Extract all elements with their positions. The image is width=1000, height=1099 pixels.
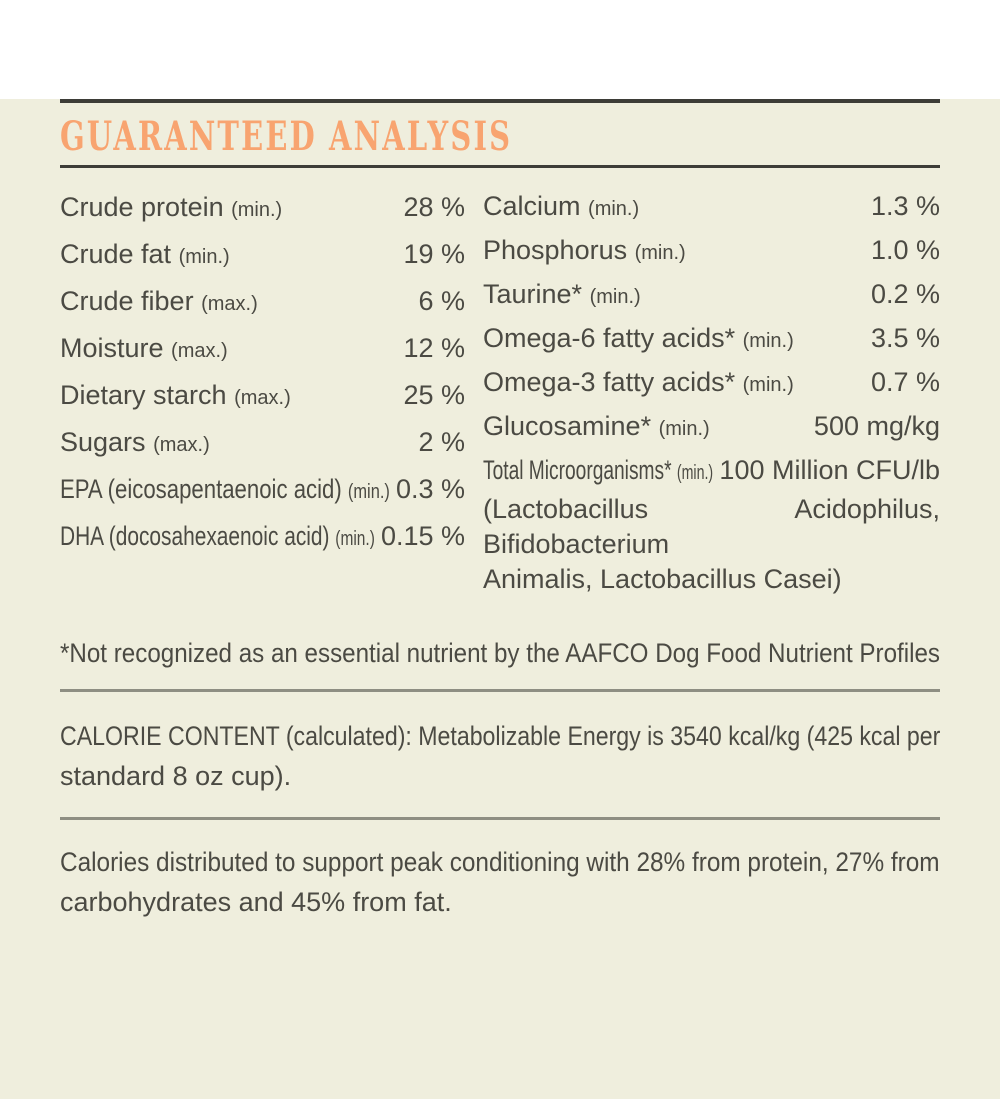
nutrient-label: EPA (eicosapentaenoic acid) (min.) <box>60 474 390 505</box>
analysis-column-right: Calcium (min.) 1.3 % Phosphorus (min.) 1.0 … <box>483 184 940 597</box>
calorie-distribution: Calories distributed to support peak con… <box>60 842 940 922</box>
nutrient-qualifier: (min.) <box>634 241 686 264</box>
analysis-row: Phosphorus (min.) 1.0 % <box>483 228 940 272</box>
calorie-distribution-text: Calories distributed to support peak con… <box>60 847 940 877</box>
nutrient-label-text: Glucosamine* (min.) <box>483 410 710 441</box>
analysis-row: Moisture (max.) 12 % <box>60 325 465 372</box>
nutrient-value: 100 Million CFU/lb <box>719 454 940 485</box>
calorie-content: CALORIE CONTENT (calculated): Metaboliza… <box>60 716 940 796</box>
divider-above-calorie-distribution <box>60 817 940 820</box>
nutrient-label: Moisture (max.) <box>60 333 397 364</box>
nutrient-label-text: Total Microorganisms* (min.) <box>483 454 714 485</box>
nutrient-qualifier: (max.) <box>153 434 210 456</box>
nutrient-value: 12 % <box>403 333 465 363</box>
calorie-distribution-text: carbohydrates and 45% from fat. <box>60 887 452 917</box>
calorie-content-text: CALORIE CONTENT (calculated): Metaboliza… <box>60 721 941 751</box>
nutrient-label-text: Phosphorus (min.) <box>483 234 686 265</box>
nutrient-label-text: Crude fiber (max.) <box>60 286 258 316</box>
nutrient-label: Crude fiber (max.) <box>60 286 412 317</box>
analysis-column-left: Crude protein (min.) 28 % Crude fat (min.)… <box>60 184 465 597</box>
analysis-row: Glucosamine* (min.) 500 mg/kg <box>483 404 940 448</box>
nutrient-qualifier: (max.) <box>201 293 258 315</box>
calorie-distribution-line: Calories distributed to support peak con… <box>60 842 940 882</box>
calorie-distribution-line: carbohydrates and 45% from fat. <box>60 882 940 922</box>
analysis-row: Total Microorganisms* (min.) 100 Million … <box>483 448 940 492</box>
analysis-row: Dietary starch (max.) 25 % <box>60 372 465 419</box>
analysis-row: Calcium (min.) 1.3 % <box>483 184 940 228</box>
nutrient-label-text: Crude fat (min.) <box>60 239 230 269</box>
nutrient-value: 1.0 % <box>870 234 940 265</box>
nutrient-qualifier: (min.) <box>588 197 640 220</box>
section-title: GUARANTEED ANALYSIS <box>60 113 513 160</box>
nutrient-qualifier: (max.) <box>171 340 228 362</box>
divider-top <box>60 99 940 103</box>
nutrient-label-text: EPA (eicosapentaenoic acid) (min.) <box>60 474 390 504</box>
calorie-content-line: CALORIE CONTENT (calculated): Metaboliza… <box>60 716 940 756</box>
nutrient-label-text: Taurine* (min.) <box>483 278 641 309</box>
nutrient-value: 0.3 % <box>395 474 465 504</box>
nutrient-label: Taurine* (min.) <box>483 279 865 310</box>
divider-under-title <box>60 165 940 168</box>
nutrient-label: Omega-3 fatty acids* (min.) <box>483 367 865 398</box>
analysis-row: Omega-6 fatty acids* (min.) 3.5 % <box>483 316 940 360</box>
nutrient-label: DHA (docosahexaenoic acid) (min.) <box>60 521 375 552</box>
calorie-content-line: standard 8 oz cup). <box>60 756 940 796</box>
analysis-row: Crude fat (min.) 19 % <box>60 231 465 278</box>
nutrient-qualifier: (min.) <box>742 373 794 396</box>
nutrient-label: Omega-6 fatty acids* (min.) <box>483 323 865 354</box>
nutrient-label: Sugars (max.) <box>60 427 412 458</box>
aafco-footnote: *Not recognized as an essential nutrient… <box>60 633 940 673</box>
analysis-row: Crude protein (min.) 28 % <box>60 184 465 231</box>
nutrient-note-line: Animalis, Lactobacillus Casei) <box>483 564 842 594</box>
calorie-content-text: standard 8 oz cup). <box>60 761 292 791</box>
divider-above-calorie-content <box>60 689 940 692</box>
nutrient-value: 6 % <box>418 286 465 316</box>
nutrient-label: Glucosamine* (min.) <box>483 411 808 442</box>
nutrient-qualifier: (min.) <box>231 199 283 221</box>
nutrient-label: Calcium (min.) <box>483 191 865 222</box>
nutrient-value: 0.2 % <box>870 278 940 309</box>
nutrient-qualifier: (min.) <box>658 417 710 440</box>
guaranteed-analysis-panel: GUARANTEED ANALYSIS Crude protein (min.)… <box>0 99 1000 1099</box>
analysis-row: EPA (eicosapentaenoic acid) (min.) 0.3 % <box>60 466 465 513</box>
nutrient-qualifier: (min.) <box>347 481 390 503</box>
nutrient-qualifier: (min.) <box>589 285 641 308</box>
nutrient-label-text: Dietary starch (max.) <box>60 380 291 410</box>
nutrient-note-line: (Lactobacillus Acidophilus, Bifidobacter… <box>483 494 940 559</box>
nutrient-label-text: Crude protein (min.) <box>60 192 283 222</box>
analysis-row: Omega-3 fatty acids* (min.) 0.7 % <box>483 360 940 404</box>
nutrient-label-text: Omega-3 fatty acids* (min.) <box>483 366 794 397</box>
nutrient-label: Crude fat (min.) <box>60 239 397 270</box>
analysis-table: Crude protein (min.) 28 % Crude fat (min.)… <box>60 184 940 597</box>
nutrient-value: 19 % <box>403 239 465 269</box>
nutrient-qualifier: (min.) <box>676 461 714 484</box>
nutrient-label: Phosphorus (min.) <box>483 235 865 266</box>
nutrient-label-text: Sugars (max.) <box>60 427 210 457</box>
nutrient-value: 0.15 % <box>380 521 465 551</box>
nutrient-label: Crude protein (min.) <box>60 192 397 223</box>
nutrient-value: 0.7 % <box>870 366 940 397</box>
nutrient-label-text: Moisture (max.) <box>60 333 228 363</box>
nutrient-label-text: Omega-6 fatty acids* (min.) <box>483 322 794 353</box>
nutrient-label: Total Microorganisms* (min.) <box>483 455 713 486</box>
analysis-row: Sugars (max.) 2 % <box>60 419 465 466</box>
nutrient-label: Dietary starch (max.) <box>60 380 397 411</box>
nutrient-value: 2 % <box>418 427 465 457</box>
nutrient-value: 500 mg/kg <box>813 410 940 441</box>
nutrient-qualifier: (min.) <box>742 329 794 352</box>
nutrient-value: 1.3 % <box>870 190 940 221</box>
nutrient-value: 25 % <box>403 380 465 410</box>
nutrient-qualifier: (max.) <box>234 387 291 409</box>
nutrient-qualifier: (min.) <box>178 246 230 268</box>
section-title-wrap: GUARANTEED ANALYSIS <box>60 115 512 159</box>
analysis-row: DHA (docosahexaenoic acid) (min.) 0.15 % <box>60 513 465 560</box>
nutrient-value: 3.5 % <box>870 322 940 353</box>
aafco-footnote-text: *Not recognized as an essential nutrient… <box>60 638 941 668</box>
nutrient-label-text: DHA (docosahexaenoic acid) (min.) <box>60 521 375 551</box>
nutrient-value: 28 % <box>403 192 465 222</box>
nutrient-label-text: Calcium (min.) <box>483 190 640 221</box>
analysis-row: Taurine* (min.) 0.2 % <box>483 272 940 316</box>
nutrient-qualifier: (min.) <box>335 528 375 550</box>
analysis-row: Crude fiber (max.) 6 % <box>60 278 465 325</box>
